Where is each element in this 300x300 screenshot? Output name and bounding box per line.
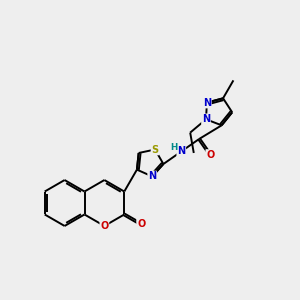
Text: N: N [202, 114, 210, 124]
Text: N: N [177, 146, 185, 157]
Text: O: O [137, 219, 145, 229]
Text: H: H [170, 143, 177, 152]
Text: S: S [152, 145, 159, 154]
Text: N: N [203, 98, 211, 108]
Text: N: N [148, 171, 156, 182]
Text: O: O [100, 221, 109, 231]
Text: O: O [206, 150, 214, 160]
